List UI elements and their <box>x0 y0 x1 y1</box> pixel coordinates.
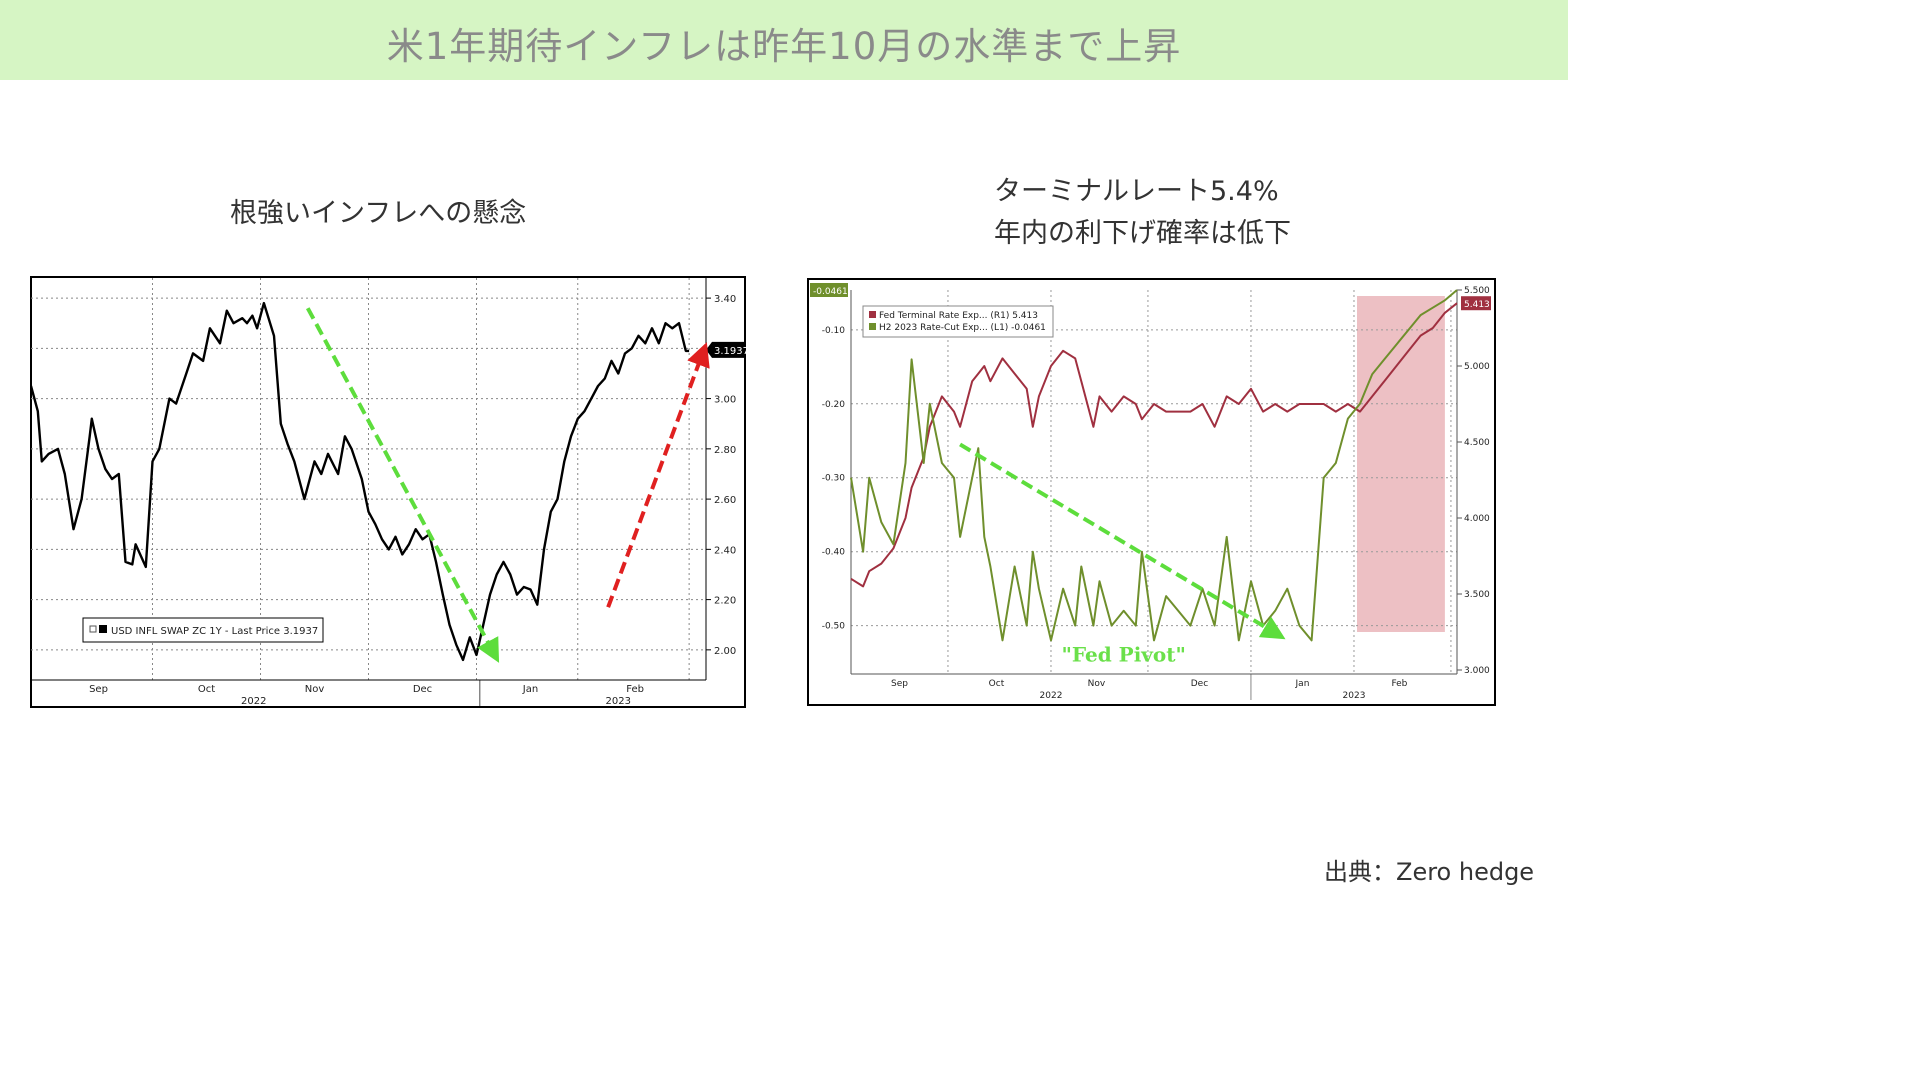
year-label: 2022 <box>241 696 266 707</box>
year-label: 2023 <box>606 696 631 707</box>
right-y-tick-label: 3.500 <box>1464 590 1490 600</box>
left-y-tick-label: -0.20 <box>822 400 846 410</box>
source-credit: 出典：Zero hedge <box>1324 858 1535 886</box>
x-tick-label: Sep <box>891 679 908 689</box>
legend-swatch <box>869 311 876 318</box>
x-tick-label: Nov <box>305 684 325 695</box>
left-y-tick-label: -0.40 <box>822 548 846 558</box>
right-last-value-label: 5.413 <box>1464 300 1490 310</box>
right-chart-title-line1: ターミナルレート5.4% <box>994 176 1279 207</box>
y-tick-label: 3.00 <box>714 395 736 406</box>
x-tick-label: Oct <box>198 684 215 695</box>
left-last-value-tag <box>810 283 848 297</box>
right-y-tick-label: 4.000 <box>1464 514 1490 524</box>
highlight-region <box>1357 296 1445 632</box>
y-tick-label: 2.00 <box>714 646 736 657</box>
left-chart-title: 根強いインフレへの懸念 <box>230 198 527 229</box>
legend-label: USD INFL SWAP ZC 1Y - Last Price 3.1937 <box>111 626 318 637</box>
x-tick-label: Sep <box>89 684 108 695</box>
title-banner: 米1年期待インフレは昨年10月の水準まで上昇 <box>0 0 1568 80</box>
right-y-tick-label: 4.500 <box>1464 438 1490 448</box>
x-tick-label: Jan <box>522 684 538 695</box>
y-tick-label: 3.40 <box>714 294 736 305</box>
legend-label: Fed Terminal Rate Exp... (R1) 5.413 <box>879 311 1038 321</box>
downtrend-arrow <box>305 307 500 663</box>
last-price-label: 3.1937 <box>714 346 746 357</box>
x-tick-label: Feb <box>1391 679 1407 689</box>
fed-pivot-arrow <box>959 442 1286 640</box>
y-tick-label: 2.60 <box>714 495 736 506</box>
terminal-rate-line <box>850 302 1458 588</box>
legend-toggle-icon <box>89 625 97 633</box>
x-tick-label: Dec <box>413 684 432 695</box>
left-y-tick-label: -0.30 <box>822 474 846 484</box>
terminal-rate-chart: -0.10 -0.20 -0.30 -0.40 -0.50 3.000 3.500 4.000… <box>807 278 1496 706</box>
x-tick-label: Jan <box>1295 679 1310 689</box>
year-label: 2022 <box>1040 691 1063 701</box>
left-last-value-label: -0.0461 <box>813 287 848 297</box>
right-chart-title-line2: 年内の利下げ確率は低下 <box>994 218 1291 249</box>
right-y-tick-label: 5.000 <box>1464 362 1490 372</box>
left-y-tick-label: -0.50 <box>822 622 846 632</box>
right-y-tick-label: 3.000 <box>1464 666 1490 676</box>
right-last-value-tag <box>1461 296 1491 311</box>
legend-label: H2 2023 Rate-Cut Exp... (L1) -0.0461 <box>879 323 1046 333</box>
y-tick-label: 2.80 <box>714 445 736 456</box>
x-tick-label: Nov <box>1088 679 1106 689</box>
legend-swatch <box>869 323 876 330</box>
right-y-tick-label: 5.500 <box>1464 286 1490 296</box>
x-tick-label: Dec <box>1191 679 1208 689</box>
year-label: 2023 <box>1343 691 1366 701</box>
inflation-swap-chart: 2.002.202.402.602.803.003.203.40SepOctNo… <box>30 276 746 708</box>
legend-box <box>82 617 324 643</box>
uptrend-arrow <box>606 342 710 608</box>
y-tick-label: 2.40 <box>714 545 736 556</box>
rate-cut-line <box>850 289 1458 642</box>
x-tick-label: Feb <box>626 684 644 695</box>
left-y-tick-label: -0.10 <box>822 326 846 336</box>
legend-box <box>862 305 1054 338</box>
last-price-tag <box>706 341 744 358</box>
inflation-swap-line <box>30 301 690 662</box>
legend-swatch <box>99 625 107 633</box>
y-tick-label: 2.20 <box>714 596 736 607</box>
fed-pivot-annotation: "Fed Pivot" <box>1061 643 1185 667</box>
page-title: 米1年期待インフレは昨年10月の水準まで上昇 <box>386 25 1182 68</box>
x-tick-label: Oct <box>989 679 1005 689</box>
